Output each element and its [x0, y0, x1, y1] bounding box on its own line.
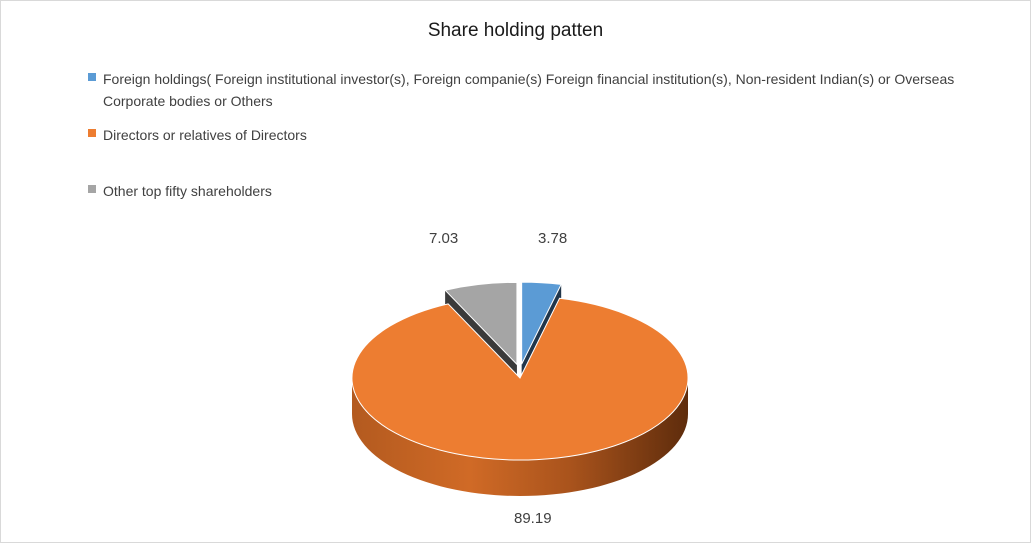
legend-label-other-top-fifty: Other top fifty shareholders: [103, 183, 272, 199]
legend-item-foreign-holdings: Foreign holdings( Foreign institutional …: [88, 68, 968, 112]
slice-side-directors-0: [352, 378, 688, 496]
data-label-other-top-fifty: 7.03: [429, 230, 458, 247]
legend-item-other-top-fifty: Other top fifty shareholders: [88, 180, 272, 202]
data-label-directors: 89.19: [514, 510, 552, 527]
legend-swatch-other-top-fifty: [88, 185, 96, 193]
legend-label-directors: Directors or relatives of Directors: [103, 127, 307, 143]
chart-title: Share holding patten: [427, 20, 604, 41]
legend-item-directors: Directors or relatives of Directors: [88, 124, 307, 146]
data-label-foreign-holdings: 3.78: [538, 230, 567, 247]
legend-swatch-directors: [88, 129, 96, 137]
legend-label-foreign-holdings: Foreign holdings( Foreign institutional …: [103, 71, 955, 109]
slice-foreign-holdings: [521, 281, 562, 365]
slice-directors: [351, 297, 689, 461]
slice-other-top-fifty: [444, 281, 518, 366]
legend-swatch-foreign-holdings: [88, 73, 96, 81]
